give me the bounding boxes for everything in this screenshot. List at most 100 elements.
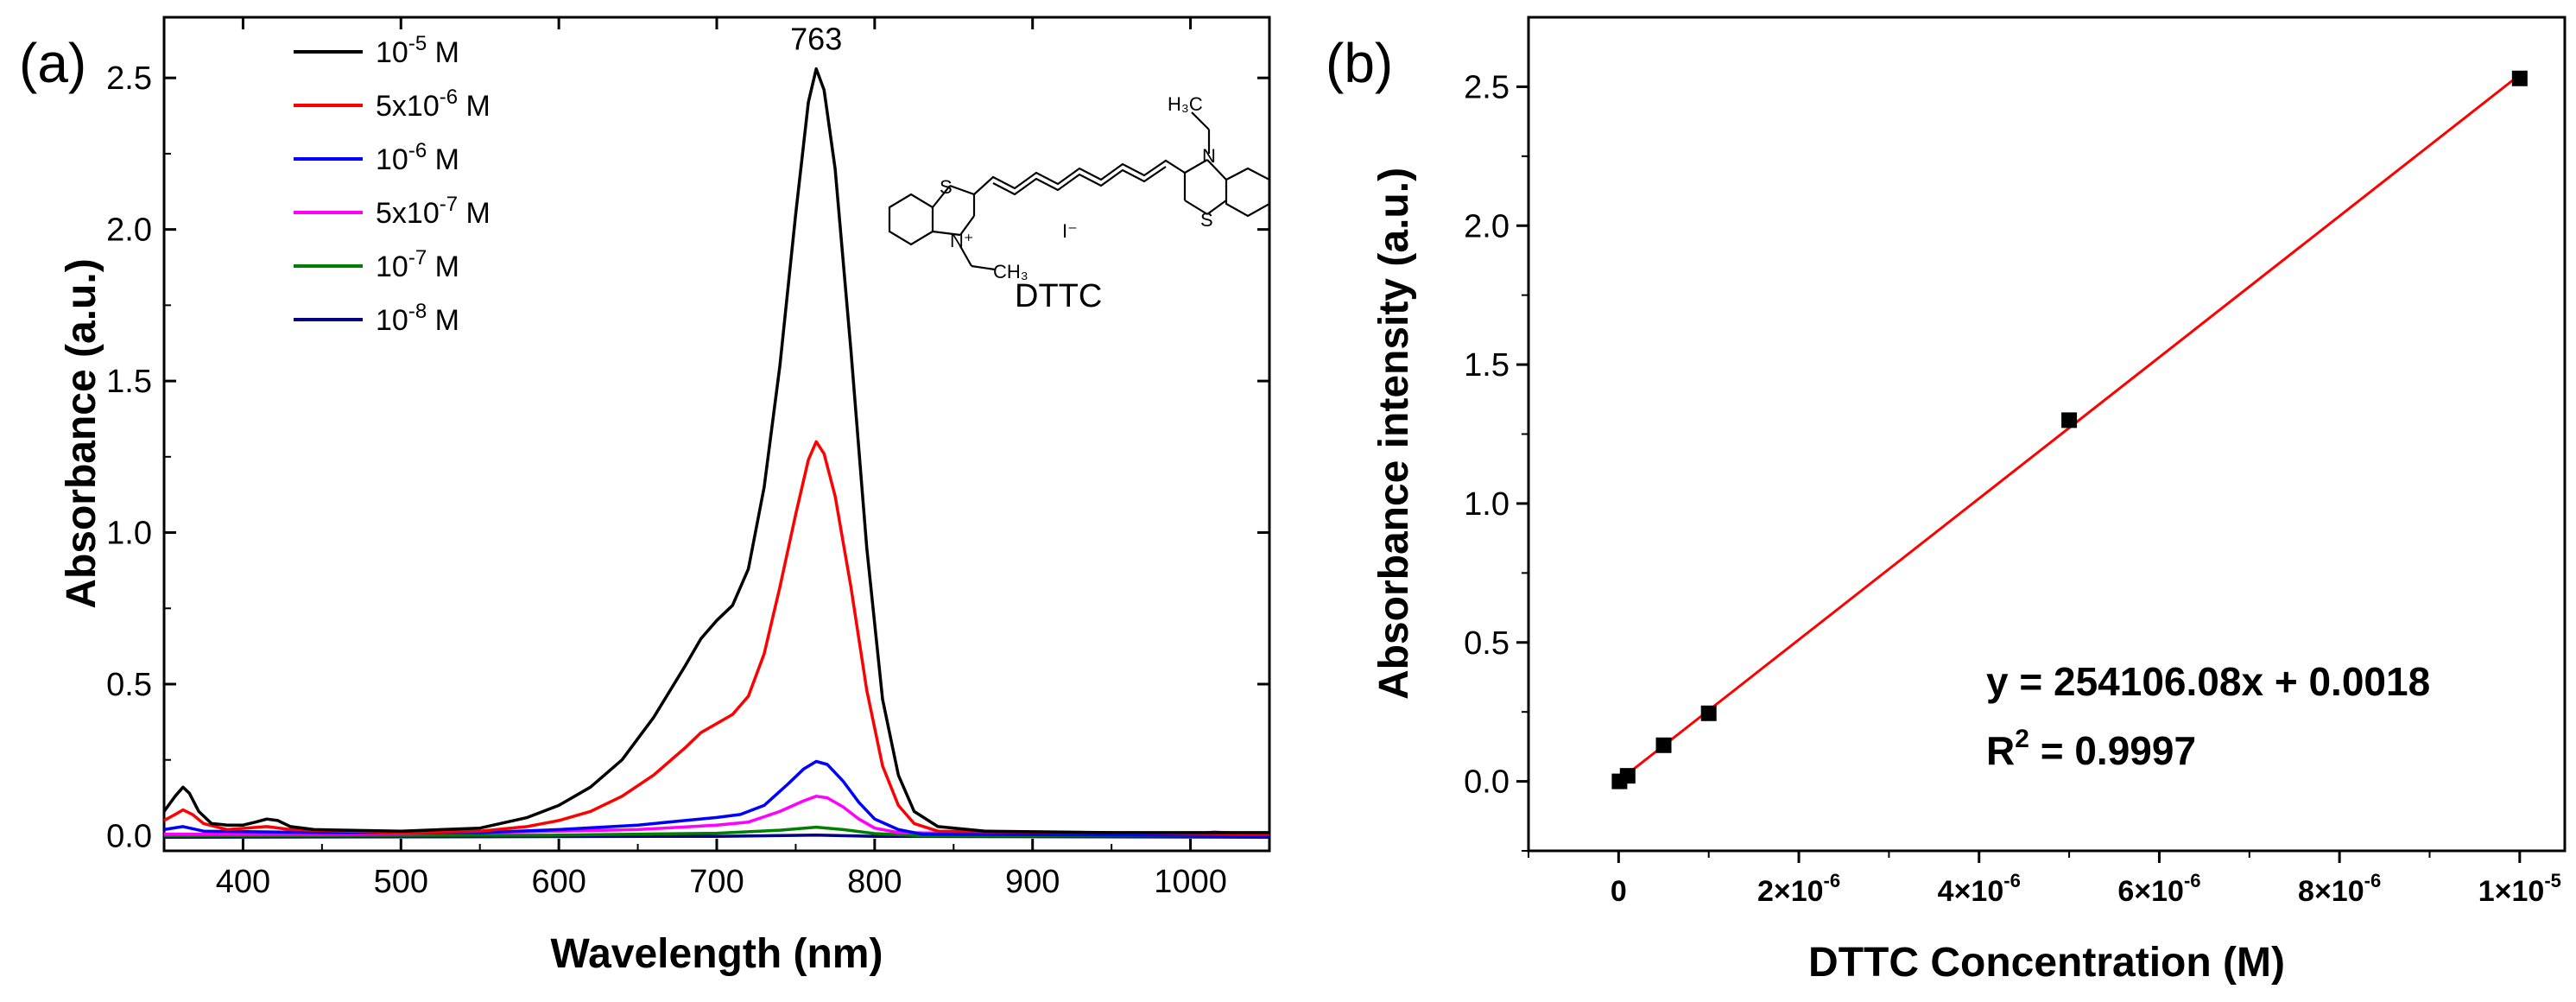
legend-label-base: 5x10: [376, 197, 440, 230]
panel-a-label: (a): [19, 32, 86, 94]
polymethine-chain: [973, 159, 1186, 195]
x-tick-mantissa: 6×10: [2117, 875, 2184, 908]
x-tick-label: 500: [374, 864, 428, 900]
x-tick-label: 6×10-6: [2117, 870, 2200, 908]
panel-b-y-title: Absorbance intensity (a.u.): [1371, 168, 1417, 700]
left-ethyl-bond: [959, 245, 972, 267]
methyl-group-right: H₃C: [1168, 93, 1203, 115]
r-squared-prefix: R: [1986, 728, 2015, 773]
nitrogen-atom-right: N: [1202, 145, 1216, 167]
x-tick-label: 700: [689, 864, 744, 900]
series-line: [162, 67, 1269, 834]
panel-a-frame: [162, 16, 1271, 853]
panel-a-y-title: Absorbance (a.u.): [59, 258, 104, 608]
panel-b: (b) 0 2×10-6 4×10-6 6×10-6 8×10-6 1×10-50.00.…: [1326, 16, 2567, 986]
legend-label-tail: M: [427, 36, 459, 69]
panel-b-ticks: 0 2×10-6 4×10-6 6×10-6 8×10-6 1×10-50.00.51.0…: [1464, 69, 2561, 908]
legend-label-base: 10: [376, 143, 408, 176]
legend-label: 10-7 M: [376, 246, 459, 283]
data-point: [2061, 412, 2078, 428]
y-tick-label: 0.5: [1464, 625, 1510, 662]
panel-a-ticks: 400 500 600 700 800 900 1000 0.0 0.5 1.0 1.5 2.0 2.5: [106, 17, 1269, 900]
panel-a: (a) 400 500 600 700 800 900 1000 0.0 0.5 1.0 1.5 2.…: [19, 16, 1271, 977]
sulfur-atom-left: S: [940, 176, 953, 198]
legend-label-sup: -5: [408, 32, 427, 55]
r-squared: R2 = 0.9997: [1986, 725, 2196, 773]
right-ethyl-bond: [1191, 111, 1210, 130]
legend-label-tail: M: [427, 250, 459, 283]
y-tick-label: 2.5: [106, 60, 152, 97]
molecule-name: DTTC: [1015, 278, 1102, 314]
y-tick-label: 0.0: [1464, 764, 1510, 801]
right-benzene-ring: [1225, 167, 1271, 218]
y-tick-label: 2.0: [106, 212, 152, 249]
y-tick-label: 2.0: [1464, 208, 1510, 244]
data-point: [2511, 70, 2528, 86]
x-tick-label: 1000: [1154, 864, 1227, 900]
legend-label-sup: -8: [408, 300, 427, 323]
data-point: [1700, 705, 1717, 721]
sulfur-atom-right: S: [1200, 209, 1213, 231]
left-ring-bond: [959, 215, 975, 236]
right-ring-bond: [1184, 200, 1208, 215]
right-ring-bond: [1206, 159, 1227, 181]
legend-label: 10-6 M: [376, 139, 459, 176]
x-tick-label: 0: [1611, 875, 1627, 908]
left-ethyl-bond: [971, 264, 996, 271]
x-tick-label: 1×10-5: [2478, 870, 2561, 908]
y-tick-label: 0.5: [106, 667, 152, 703]
x-tick-exponent: -6: [2003, 870, 2021, 891]
x-tick-label: 800: [847, 864, 902, 900]
x-tick-exponent: -5: [2544, 870, 2561, 891]
x-tick-label: 900: [1005, 864, 1060, 900]
left-ring-bond: [932, 230, 961, 237]
legend-label: 5x10-7 M: [376, 193, 491, 230]
left-ring-bond: [932, 185, 951, 208]
legend-label-base: 10: [376, 250, 408, 283]
legend-label-tail: M: [427, 304, 459, 337]
legend-label-sup: -7: [440, 193, 458, 216]
x-tick-mantissa: 0: [1611, 875, 1627, 908]
legend-label-base: 5x10: [376, 90, 440, 123]
right-ring-bond: [1206, 200, 1227, 215]
series-line: [163, 440, 1270, 836]
dttc-structure: [888, 111, 1271, 271]
fit-equation: y = 254106.08x + 0.0018: [1986, 659, 2430, 704]
x-tick-label: 400: [216, 864, 270, 900]
legend-label-tail: M: [458, 197, 491, 230]
panel-b-frame: [1527, 16, 2567, 853]
x-tick-label: 2×10-6: [1757, 870, 1840, 908]
y-tick-label: 1.5: [1464, 347, 1510, 384]
iodide-ion: I⁻: [1062, 220, 1078, 242]
panel-b-points: [1611, 70, 2528, 790]
legend-label-tail: M: [427, 143, 459, 176]
legend-label-sup: -7: [408, 246, 427, 270]
r-squared-value: = 0.9997: [2029, 728, 2196, 773]
x-tick-exponent: -6: [2364, 870, 2382, 891]
left-benzene-ring: [888, 193, 934, 246]
y-tick-label: 2.5: [1464, 69, 1510, 105]
y-tick-label: 0.0: [106, 818, 152, 854]
x-tick-mantissa: 2×10: [1757, 875, 1824, 908]
peak-annotation: 763: [790, 22, 842, 57]
polymethine-double-bonds: [992, 166, 1167, 196]
x-tick-label: 600: [531, 864, 585, 900]
panel-a-x-title: Wavelength (nm): [551, 931, 883, 977]
x-tick-label: 8×10-6: [2298, 870, 2381, 908]
legend-label: 10-8 M: [376, 300, 459, 337]
x-tick-label: 4×10-6: [1938, 870, 2021, 908]
legend-label-sup: -6: [440, 86, 458, 109]
data-point: [1655, 737, 1672, 753]
x-tick-exponent: -6: [1824, 870, 1841, 891]
x-tick-mantissa: 4×10: [1938, 875, 2004, 908]
left-ring-bond: [949, 184, 975, 196]
r-squared-sup: 2: [2015, 725, 2029, 753]
legend-label-base: 10: [376, 304, 408, 337]
panel-b-x-title: DTTC Concentration (M): [1808, 940, 2285, 986]
y-tick-label: 1.0: [106, 516, 152, 552]
legend-label-tail: M: [458, 90, 491, 123]
right-ring-bond: [1184, 159, 1208, 174]
nitrogen-atom-left: N⁺: [950, 230, 974, 251]
